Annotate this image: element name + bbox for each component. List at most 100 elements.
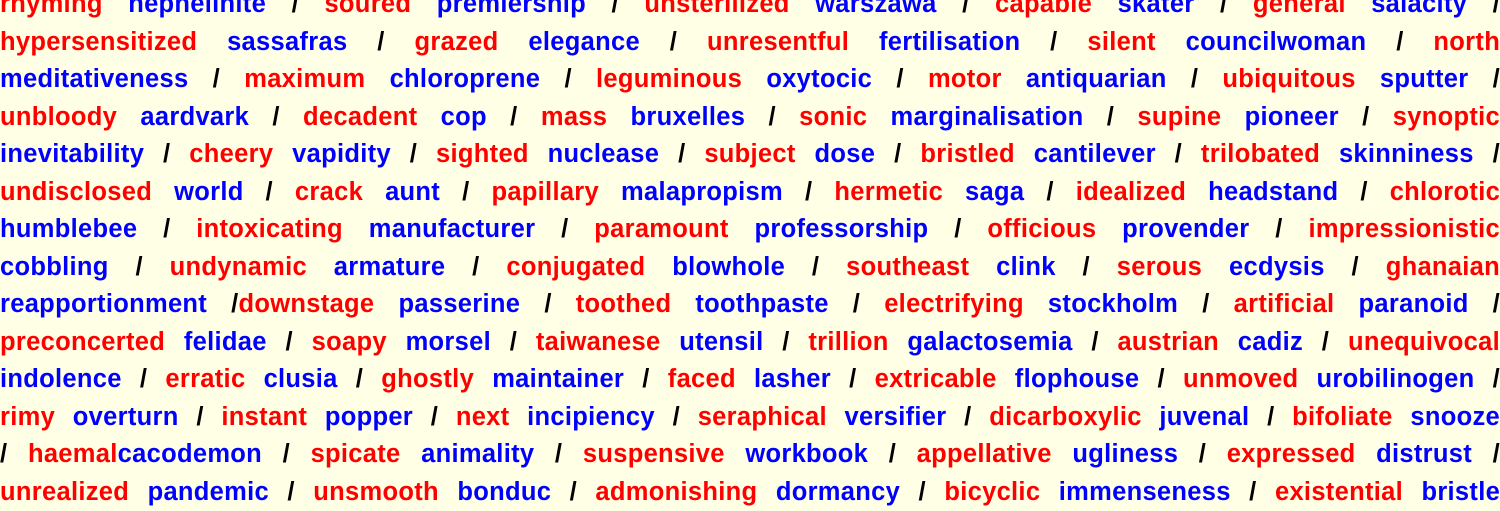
noun-word: humblebee [0,215,137,243]
text-line: humblebee / intoxicating manufacturer / … [0,211,1500,249]
noun-word: bristle [1421,478,1500,506]
word-space [736,365,754,393]
noun-word: cantilever [1034,140,1156,168]
word-space [660,328,679,356]
word-space [725,440,746,468]
noun-word: toothpaste [695,290,828,318]
noun-word: ecdysis [1229,253,1325,281]
noun-word: warszawa [815,0,936,18]
separator: / [440,178,491,206]
noun-word: world [174,178,244,206]
separator: / [1338,178,1389,206]
text-line: indolence / erratic clusia / ghostly mai… [0,361,1500,399]
noun-word: flophouse [1015,365,1140,393]
noun-word: saga [965,178,1024,206]
separator: / [144,140,189,168]
adjective-word: admonishing [595,478,757,506]
separator: / [783,178,834,206]
adjective-word: preconcerted [0,328,165,356]
separator: / [244,178,295,206]
noun-word: meditativeness [0,65,188,93]
separator: / [1467,0,1500,18]
separator: / [1468,65,1500,93]
separator: / [535,215,594,243]
separator: / [269,478,313,506]
adjective-word: ubiquitous [1222,65,1355,93]
noun-word: bonduc [457,478,551,506]
separator: / [900,478,944,506]
adjective-word: seraphical [698,403,827,431]
adjective-word: impressionistic [1308,215,1500,243]
adjective-word: mass [541,103,607,131]
separator: / [491,328,536,356]
separator: / [1325,253,1386,281]
word-space [1221,103,1244,131]
adjective-word: papillary [491,178,599,206]
word-space [645,253,672,281]
noun-word: sputter [1380,65,1469,93]
separator: / [1167,65,1223,93]
adjective-word: hermetic [834,178,943,206]
word-space [849,28,879,56]
word-space [117,103,140,131]
text-line: rimy overturn / instant popper / next in… [0,399,1500,437]
noun-word: incipiency [527,403,655,431]
adjective-word: austrian [1117,328,1219,356]
word-space [474,365,492,393]
separator: / [1474,140,1500,168]
separator: / [745,103,799,131]
noun-word: oxytocic [766,65,872,93]
word-space [1052,440,1073,468]
separator: / [946,403,989,431]
word-space [1142,403,1160,431]
noun-word: snooze [1410,403,1500,431]
separator: / [1472,440,1500,468]
noun-word: ugliness [1072,440,1178,468]
adjective-word: serous [1117,253,1202,281]
word-space [1186,178,1208,206]
noun-word: cadiz [1238,328,1303,356]
adjective-word: unequivocal [1348,328,1500,356]
word-space [439,478,457,506]
separator: / [413,403,456,431]
noun-word: clink [996,253,1056,281]
adjective-word: toothed [576,290,672,318]
adjective-word: artificial [1234,290,1335,318]
separator: / [109,253,170,281]
noun-word: indolence [0,365,122,393]
adjective-word: trillion [808,328,888,356]
adjective-word: taiwanese [536,328,661,356]
noun-word: passerine [398,290,520,318]
word-space [365,65,389,93]
text-line: reapportionment /downstage passerine / t… [0,286,1500,324]
word-space [943,178,965,206]
separator: / [534,440,583,468]
word-space [529,140,548,168]
word-space [1024,290,1048,318]
separator: / [347,28,414,56]
noun-word: skinniness [1339,140,1474,168]
adjective-word: decadent [303,103,417,131]
word-space [129,478,147,506]
word-space [401,440,422,468]
noun-word: manufacturer [369,215,536,243]
adjective-word: bicyclic [944,478,1040,506]
adjective-word: unsmooth [313,478,439,506]
adjective-word: appellative [917,440,1052,468]
word-space [55,403,73,431]
text-line: inevitability / cheery vapidity / sighte… [0,136,1500,174]
noun-word: juvenal [1159,403,1249,431]
separator: / [1195,0,1253,18]
adjective-word: unbloody [0,103,117,131]
adjective-word: motor [928,65,1002,93]
separator: / [1249,403,1292,431]
noun-word: premiership [437,0,586,18]
word-space [671,290,695,318]
noun-word: animality [421,440,534,468]
adjective-word: ghanaian [1386,253,1500,281]
separator: / [1250,215,1309,243]
adjective-word: soured [324,0,411,18]
word-space [796,140,815,168]
separator: / [1139,365,1183,393]
word-space [729,215,755,243]
